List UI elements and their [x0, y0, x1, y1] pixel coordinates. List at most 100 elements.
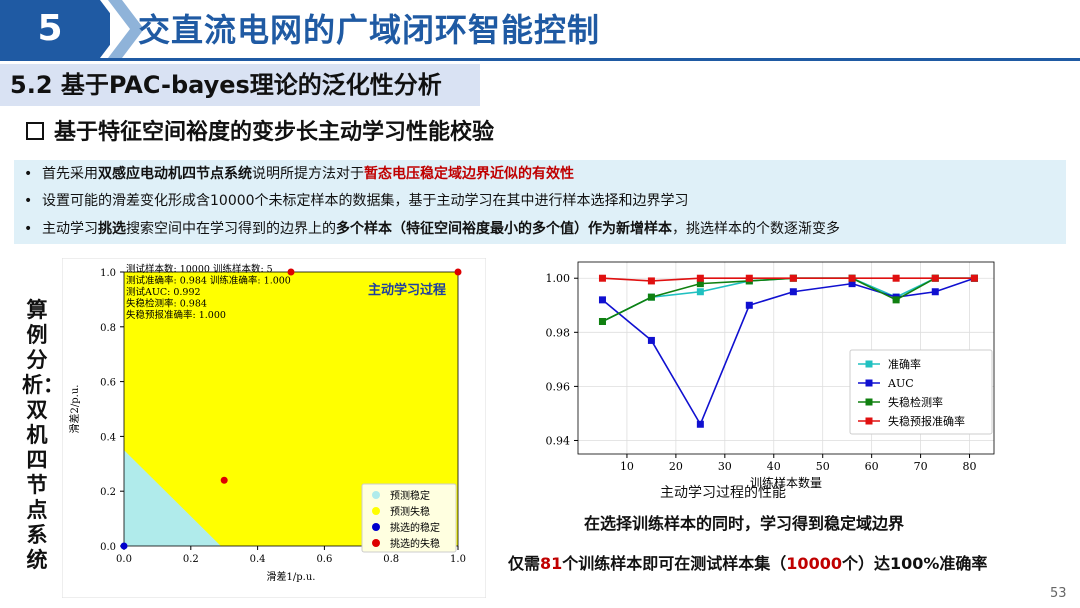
data-point: [696, 280, 704, 288]
x-tick-label: 1.0: [450, 554, 466, 565]
legend-marker: [372, 507, 380, 515]
subtitle-text: 基于特征空间裕度的变步长主动学习性能校验: [54, 120, 495, 145]
x-tick-label: 70: [914, 460, 928, 473]
conclusion-line-1: 在选择训练样本的同时，学习得到稳定域边界: [584, 514, 905, 533]
y-axis-label: 滑差2/p.u.: [68, 385, 81, 434]
legend-box: [361, 483, 457, 553]
x-tick-label: 40: [767, 460, 781, 473]
data-point: [647, 277, 655, 285]
data-point: [892, 274, 900, 282]
legend-label: 挑选的失稳: [390, 537, 440, 550]
page-number: 53: [1050, 586, 1067, 601]
x-tick-label: 80: [963, 460, 977, 473]
x-axis-label: 训练样本数量: [750, 475, 822, 490]
legend-marker: [372, 539, 380, 547]
y-tick-label: 0.4: [100, 432, 116, 443]
section-number: 5: [37, 8, 63, 49]
bullet-text: 主动学习: [42, 221, 98, 237]
legend-label: 预测稳定: [390, 489, 430, 502]
bullet-item: • 设置可能的滑差变化形成含10000个未标定样本的数据集，基于主动学习在其中进行…: [24, 191, 689, 211]
legend-label: 挑选的稳定: [390, 521, 440, 534]
checkbox-square-icon: [26, 122, 44, 140]
info-line: 测试AUC: 0.992: [126, 286, 201, 298]
info-line: 失稳检测率: 0.984: [126, 298, 207, 310]
bullet-text: 设置可能的滑差变化形成含10000个未标定样本的数据集，基于主动学习在其中进行样…: [42, 193, 689, 209]
section-number-badge: 5: [0, 0, 110, 58]
legend-label: 失稳预报准确率: [888, 414, 965, 428]
chart2-caption: 主动学习过程的性能: [660, 485, 786, 501]
bullet-dot-icon: •: [24, 193, 33, 209]
y-tick-label: 0.0: [100, 542, 116, 553]
data-point: [745, 301, 753, 309]
x-tick-label: 0.4: [250, 554, 266, 565]
data-point: [848, 274, 856, 282]
sample-point: [220, 476, 228, 484]
x-tick-label: 0.8: [383, 554, 399, 565]
data-point: [598, 317, 606, 325]
x-tick-label: 20: [669, 460, 683, 473]
decision-region-chart: 0.00.0 0.2 0.2 0.4 0.4 0.6 0.6 0.8 0.8 1.0 1.0 滑差1/…: [62, 258, 486, 598]
bullet-bold: 挑选: [98, 221, 126, 237]
info-line: 测试样本数: 10000 训练样本数: 5: [126, 263, 273, 275]
bullet-dot-icon: •: [24, 166, 33, 182]
data-point: [892, 296, 900, 304]
x-tick-label: 10: [620, 460, 634, 473]
legend-marker: [865, 379, 873, 387]
data-point: [696, 288, 704, 296]
bullet-item: • 首先采用双感应电动机四节点系统说明所提方法对于暂态电压稳定域边界近似的有效性: [24, 164, 574, 184]
plot-frame: [577, 261, 995, 455]
data-point: [970, 274, 978, 282]
x-axis-label: 滑差1/p.u.: [267, 570, 316, 583]
x-tick-label: 50: [816, 460, 830, 473]
section-heading: 5.2 基于PAC-bayes理论的泛化性分析: [10, 71, 442, 99]
y-tick-label: 0.6: [100, 378, 116, 389]
section-heading-box: 5.2 基于PAC-bayes理论的泛化性分析: [0, 64, 480, 106]
legend-label: 失稳检测率: [888, 395, 943, 409]
sample-point: [287, 268, 295, 276]
bullet-text: ，挑选样本的个数逐渐变多: [672, 221, 840, 237]
legend-marker: [865, 417, 873, 425]
data-point: [647, 336, 655, 344]
chart1-title: 主动学习过程: [368, 282, 446, 298]
x-tick-label: 0.2: [183, 554, 199, 565]
data-point: [696, 420, 704, 428]
bullet-dot-icon: •: [24, 221, 33, 237]
bullet-red: 暂态电压稳定域边界近似的有效性: [364, 166, 574, 182]
bullet-item: • 主动学习挑选搜索空间中在学习得到的边界上的多个样本（特征空间裕度最小的多个值）…: [24, 219, 840, 239]
data-point: [598, 274, 606, 282]
header-divider: [0, 58, 1080, 61]
legend-label: 准确率: [888, 357, 921, 371]
x-tick-label: 0.0: [116, 554, 132, 565]
x-tick-label: 60: [865, 460, 879, 473]
y-tick-label: 0.8: [100, 323, 116, 334]
legend-marker: [372, 491, 380, 499]
conclusion-line-2: 仅需81个训练样本即可在测试样本集（10000个）达100%准确率: [508, 554, 988, 573]
data-point: [789, 274, 797, 282]
page-title: 交直流电网的广域闭环智能控制: [138, 11, 601, 49]
legend-box: [849, 349, 993, 435]
data-point: [696, 274, 704, 282]
legend-label: AUC: [887, 377, 914, 390]
y-tick-label: 0.98: [546, 326, 571, 339]
data-point: [931, 274, 939, 282]
y-tick-label: 0.2: [100, 487, 116, 498]
y-tick-label: 1.00: [546, 272, 571, 285]
bullet-text: 说明所提方法对于: [252, 166, 364, 182]
y-tick-label: 1.0: [100, 268, 116, 279]
bullet-bold: 双感应电动机四节点系统: [98, 166, 252, 182]
performance-line-chart: 10 20 30 40 50 60 70 80 0.94 0.96 0.98 1.00 训练样本数量 准确…: [546, 261, 995, 490]
x-tick-label: 0.6: [316, 554, 332, 565]
y-tick-label: 0.94: [546, 434, 571, 447]
subtitle: 基于特征空间裕度的变步长主动学习性能校验: [26, 117, 494, 149]
data-point: [745, 274, 753, 282]
y-tick-label: 0.96: [546, 380, 571, 393]
sample-point: [120, 542, 128, 550]
bullet-text: 搜索空间中在学习得到的边界上的: [126, 221, 336, 237]
data-point: [931, 288, 939, 296]
legend-marker: [865, 398, 873, 406]
bullet-box: • 首先采用双感应电动机四节点系统说明所提方法对于暂态电压稳定域边界近似的有效性 …: [14, 160, 1066, 244]
info-line: 测试准确率: 0.984 训练准确率: 1.000: [126, 275, 291, 287]
bullet-text: 首先采用: [42, 166, 98, 182]
x-tick-label: 30: [718, 460, 732, 473]
data-point: [848, 280, 856, 288]
